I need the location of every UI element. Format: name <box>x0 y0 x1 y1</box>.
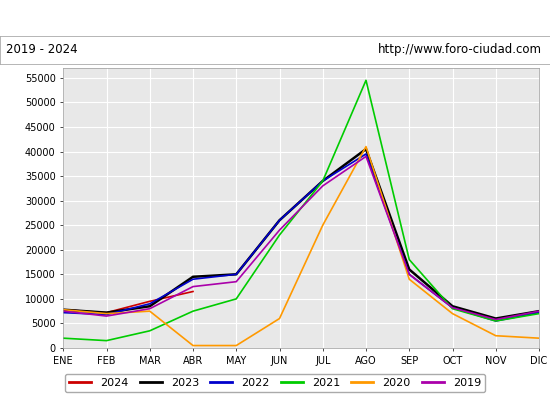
Legend: 2024, 2023, 2022, 2021, 2020, 2019: 2024, 2023, 2022, 2021, 2020, 2019 <box>64 374 486 392</box>
Text: http://www.foro-ciudad.com: http://www.foro-ciudad.com <box>378 44 542 56</box>
Text: 2019 - 2024: 2019 - 2024 <box>6 44 77 56</box>
Text: Evolucion Nº Turistas Nacionales en el municipio de Nerja: Evolucion Nº Turistas Nacionales en el m… <box>49 11 501 25</box>
